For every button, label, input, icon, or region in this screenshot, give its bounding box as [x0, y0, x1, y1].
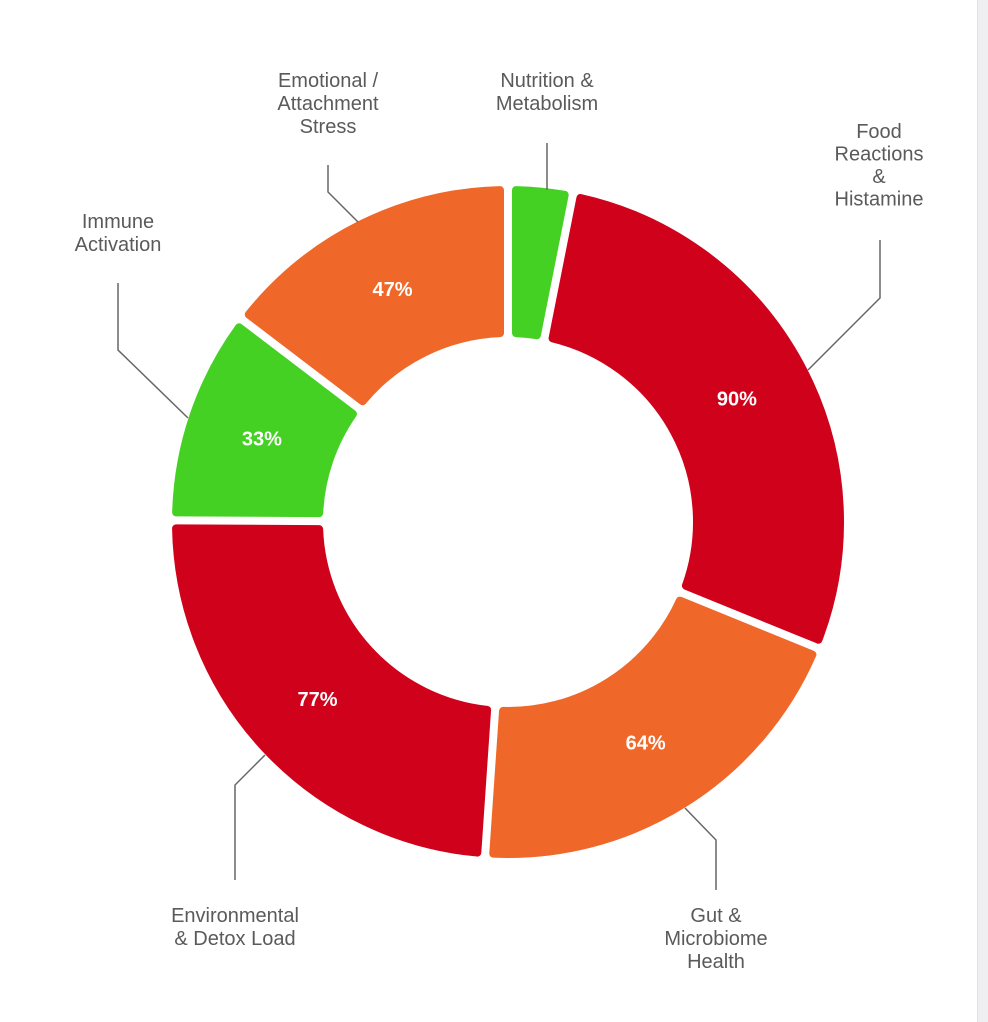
donut-slice[interactable] [489, 596, 817, 858]
slice-category-label: Attachment [277, 93, 379, 115]
donut-slice[interactable] [172, 323, 357, 518]
slice-category-label: Environmental [171, 905, 299, 927]
slice-value-label: 90% [717, 389, 757, 411]
slice-category-label: & Detox Load [174, 928, 295, 950]
leader-line [117, 283, 189, 419]
slice-category-label: Stress [300, 116, 357, 138]
donut-slice[interactable] [548, 193, 844, 644]
slice-category-label: Immune [82, 211, 154, 233]
slice-category-label: Activation [75, 234, 162, 256]
slice-category-label: Histamine [835, 189, 924, 211]
slice-value-label: 47% [373, 279, 413, 301]
slice-category-label: Emotional / [278, 70, 378, 92]
slice-category-label: Microbiome [664, 928, 767, 950]
slice-value-label: 77% [298, 689, 338, 711]
slice-value-label: 64% [626, 733, 666, 755]
slice-category-label: Food [856, 121, 902, 143]
slice-category-label: Health [687, 951, 745, 973]
leader-line [807, 240, 881, 371]
slice-category-label: & [872, 166, 886, 188]
leader-line [684, 807, 717, 890]
slice-category-label: Reactions [835, 144, 924, 166]
donut-slice[interactable] [172, 524, 492, 857]
slice-category-label: Metabolism [496, 93, 598, 115]
slice-category-label: Gut & [690, 905, 742, 927]
slice-category-label: Nutrition & [500, 70, 594, 92]
donut-slice[interactable] [244, 186, 504, 406]
scrollbar-track[interactable] [977, 0, 988, 1022]
leader-line [234, 754, 266, 880]
leader-line [327, 165, 359, 223]
slice-value-label: 33% [242, 428, 282, 450]
donut-slice[interactable] [512, 186, 569, 340]
